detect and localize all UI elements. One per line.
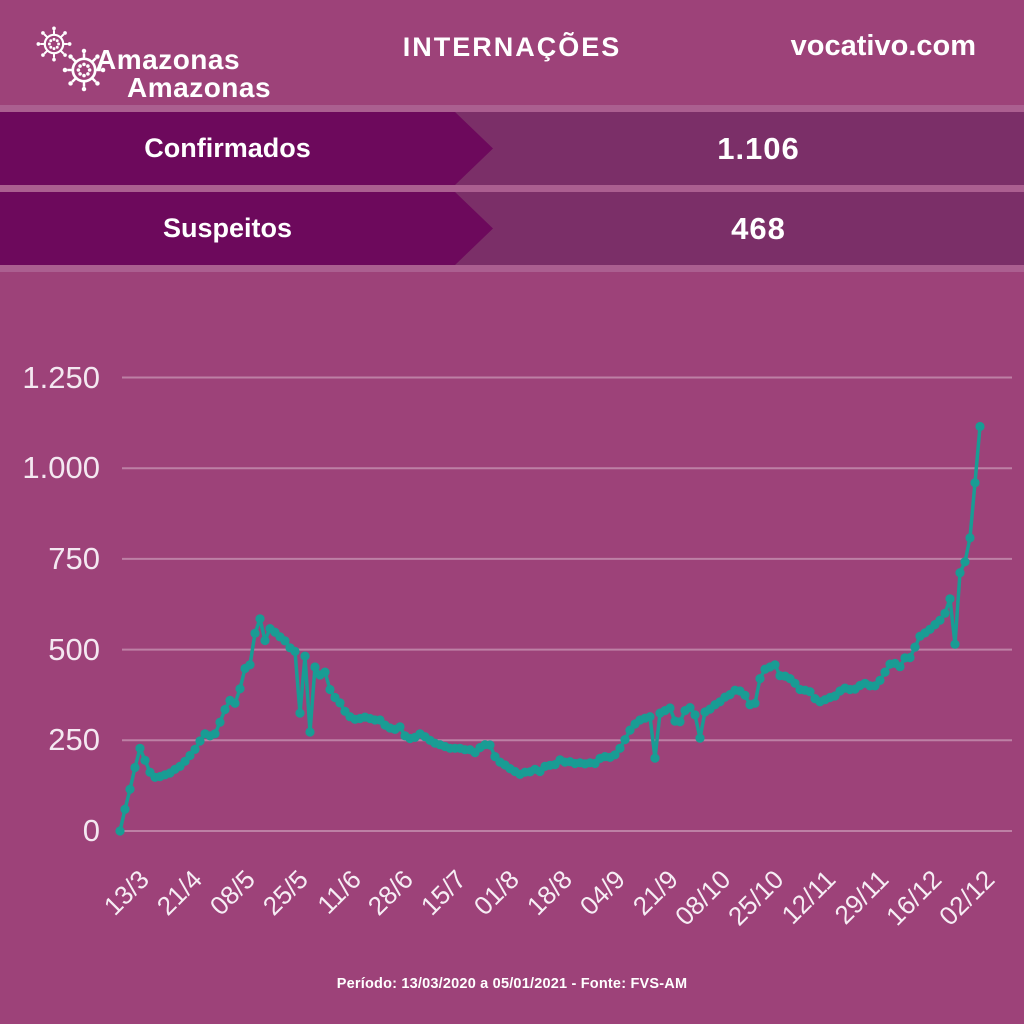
confirmed-value: 1.106 xyxy=(717,131,800,166)
confirmed-banner: Confirmados 1.106 xyxy=(0,112,1024,185)
y-tick-label: 750 xyxy=(48,540,100,576)
grid-lines xyxy=(122,376,1012,832)
y-tick-label: 1.000 xyxy=(22,450,100,486)
logo-text-line1: Amazonas xyxy=(96,44,241,75)
suspected-value: 468 xyxy=(731,211,786,246)
banner-arrow xyxy=(0,192,493,265)
series-line xyxy=(118,426,982,832)
page-title: INTERNAÇÕES xyxy=(402,32,622,62)
series-markers xyxy=(115,421,985,836)
logo: Amazonas Amazonas xyxy=(24,18,324,103)
suspected-banner: Suspeitos 468 xyxy=(0,192,1024,265)
confirmed-label: Confirmados xyxy=(144,133,311,163)
separator xyxy=(0,185,1024,192)
separator xyxy=(0,265,1024,272)
separator xyxy=(0,105,1024,112)
banner-arrow xyxy=(0,112,493,185)
y-tick-label: 0 xyxy=(82,813,100,848)
logo-text-line2: Amazonas xyxy=(127,72,272,103)
y-tick-label: 250 xyxy=(48,722,100,758)
y-tick-label: 1.250 xyxy=(22,359,100,395)
site-url: vocativo.com xyxy=(790,30,976,62)
source-note: Período: 13/03/2020 a 05/01/2021 - Fonte… xyxy=(336,976,688,992)
y-tick-label: 500 xyxy=(48,631,100,667)
suspected-label: Suspeitos xyxy=(162,213,293,243)
